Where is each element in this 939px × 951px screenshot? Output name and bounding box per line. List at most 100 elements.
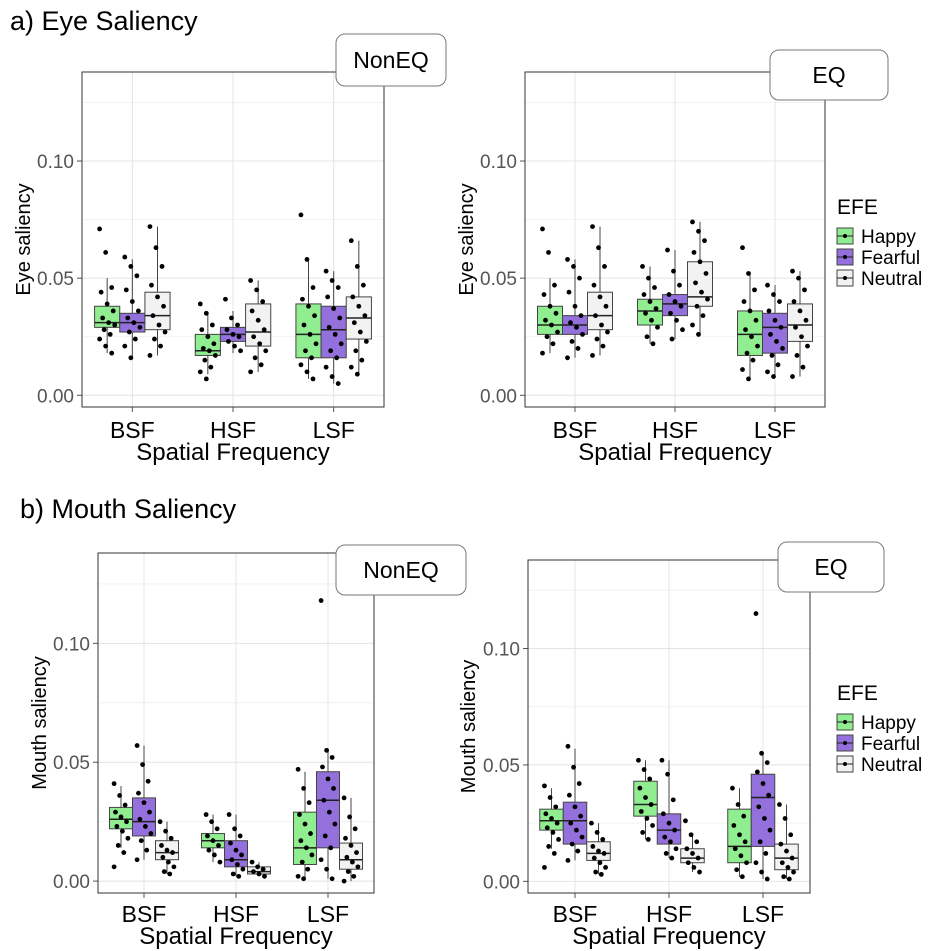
data-point — [603, 865, 608, 870]
data-point — [576, 346, 581, 351]
x-axis-title: Spatial Frequency — [136, 439, 329, 466]
data-point — [545, 825, 550, 830]
data-point — [602, 264, 607, 269]
data-point — [330, 755, 335, 760]
y-axis-title: Eye saliency — [456, 183, 478, 295]
data-point — [652, 285, 657, 290]
data-point — [239, 853, 244, 858]
data-point — [774, 339, 779, 344]
data-point — [786, 865, 791, 870]
data-point — [121, 850, 126, 855]
y-tick-label: 0.00 — [480, 386, 517, 407]
data-point — [223, 297, 228, 302]
data-point — [768, 828, 773, 833]
data-point — [646, 837, 651, 842]
data-point — [604, 304, 609, 309]
legend-swatch-point — [843, 255, 847, 259]
data-point — [324, 867, 329, 872]
data-point — [601, 344, 606, 349]
data-point — [355, 372, 360, 377]
data-point — [144, 848, 149, 853]
data-point — [790, 374, 795, 379]
data-point — [637, 786, 642, 791]
data-point — [640, 264, 645, 269]
data-point — [321, 798, 326, 803]
data-point — [117, 793, 122, 798]
data-point — [751, 358, 756, 363]
data-point — [553, 804, 558, 809]
data-point — [792, 299, 797, 304]
data-point — [574, 325, 579, 330]
data-point — [299, 362, 304, 367]
data-point — [296, 874, 301, 879]
data-point — [344, 855, 349, 860]
data-point — [330, 278, 335, 283]
box-body — [317, 772, 340, 848]
data-point — [696, 332, 701, 337]
legend-swatch-point — [843, 234, 847, 238]
data-point — [301, 876, 306, 881]
legend-item-neutral: Neutral — [837, 269, 922, 290]
data-point — [350, 860, 355, 865]
data-point — [754, 611, 759, 616]
data-point — [804, 318, 809, 323]
data-point — [135, 857, 140, 862]
data-point — [237, 334, 242, 339]
data-point — [542, 865, 547, 870]
legend-item-happy: Happy — [837, 227, 916, 248]
data-point — [343, 836, 348, 841]
data-point — [571, 264, 576, 269]
data-point — [640, 830, 645, 835]
data-point — [135, 743, 140, 748]
data-point — [257, 872, 262, 877]
data-point — [765, 760, 770, 765]
data-point — [253, 355, 258, 360]
data-point — [654, 306, 659, 311]
data-point — [643, 795, 648, 800]
data-point — [799, 334, 804, 339]
data-point — [310, 853, 315, 858]
data-point — [165, 848, 170, 853]
data-point — [737, 832, 742, 837]
y-axis-title: Mouth saliency — [458, 660, 480, 793]
data-point — [665, 772, 670, 777]
legend-item-neutral: Neutral — [837, 755, 922, 776]
data-point — [704, 271, 709, 276]
data-point — [229, 857, 234, 862]
data-point — [303, 348, 308, 353]
data-point — [303, 822, 308, 827]
data-point — [211, 341, 216, 346]
data-point — [364, 339, 369, 344]
data-point — [690, 220, 695, 225]
data-point — [649, 318, 654, 323]
data-point — [566, 858, 571, 863]
y-tick-label: 0.00 — [37, 386, 74, 407]
data-point — [780, 860, 785, 865]
legend-eye: EFEHappyFearfulNeutral — [837, 196, 922, 290]
box-body — [321, 306, 346, 358]
data-point — [699, 290, 704, 295]
data-point — [651, 341, 656, 346]
data-point — [668, 839, 673, 844]
data-point — [542, 783, 547, 788]
legend-swatch-point — [843, 720, 847, 724]
data-point — [545, 334, 550, 339]
data-point — [662, 835, 667, 840]
data-point — [328, 845, 333, 850]
data-point — [305, 369, 310, 374]
data-point — [801, 365, 806, 370]
data-point — [755, 770, 760, 775]
data-point — [574, 828, 579, 833]
legend-title: EFE — [837, 682, 878, 705]
data-point — [260, 299, 265, 304]
data-point — [592, 856, 597, 861]
y-tick-label: 0.05 — [483, 756, 520, 777]
data-point — [235, 323, 240, 328]
data-point — [596, 849, 601, 854]
data-point — [304, 845, 309, 850]
data-point — [160, 264, 165, 269]
panel-label: EQ — [812, 62, 845, 88]
legend-swatch-point — [843, 762, 847, 766]
